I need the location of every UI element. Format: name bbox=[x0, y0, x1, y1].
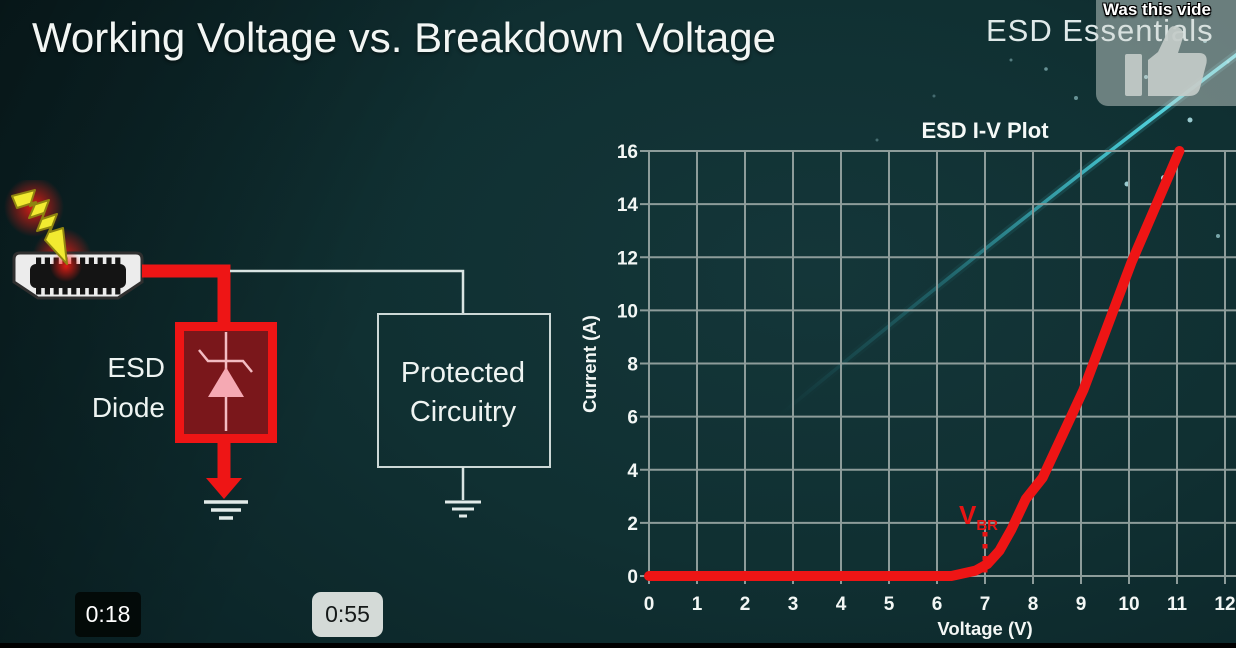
x-tick-label: 4 bbox=[836, 594, 847, 615]
y-axis-label: Current (A) bbox=[579, 315, 600, 413]
vbr-annotation-label: VBR bbox=[959, 500, 998, 534]
protected-circuitry-box bbox=[377, 313, 551, 468]
y-tick-label: 2 bbox=[627, 514, 638, 535]
iv-curve bbox=[644, 146, 1185, 581]
esd-protection-circuit-diagram: ESD Diode Protected Circuitry bbox=[4, 180, 551, 520]
timestamp-label: 0:18 bbox=[85, 601, 131, 627]
x-tick-label: 3 bbox=[788, 594, 799, 615]
like-prompt-text: Was this vide bbox=[1103, 0, 1212, 19]
thumbs-up-icon[interactable] bbox=[1120, 24, 1220, 102]
esd-strike-glow bbox=[50, 250, 82, 282]
x-tick-label: 8 bbox=[1028, 594, 1039, 615]
swoosh-line bbox=[778, 52, 1236, 417]
lightning-bolt-icon bbox=[11, 189, 68, 265]
x-tick-label: 1 bbox=[692, 594, 703, 615]
y-tick-label: 12 bbox=[617, 248, 638, 269]
signal-wire-red bbox=[142, 264, 231, 327]
ground-symbol-icon bbox=[445, 500, 481, 518]
timestamp-chip-light[interactable]: 0:55 bbox=[312, 592, 383, 637]
x-tick-label: 0 bbox=[644, 594, 655, 615]
x-tick-label: 2 bbox=[740, 594, 751, 615]
x-tick-label: 6 bbox=[932, 594, 943, 615]
ground-symbol-icon bbox=[204, 500, 248, 520]
esd-diode-label-line1: ESD bbox=[107, 352, 165, 383]
slide-title: Working Voltage vs. Breakdown Voltage bbox=[32, 14, 777, 61]
y-tick-label: 6 bbox=[627, 408, 638, 429]
protected-circuitry-label-line2: Circuitry bbox=[410, 396, 517, 428]
x-tick-label: 9 bbox=[1076, 594, 1087, 615]
x-tick-label: 12 bbox=[1214, 594, 1235, 615]
y-tick-label: 10 bbox=[617, 301, 638, 322]
chart-title: ESD I-V Plot bbox=[921, 118, 1049, 143]
signal-wire-thin bbox=[230, 269, 465, 314]
letterbox-bar bbox=[0, 643, 1236, 648]
x-tick-label: 10 bbox=[1118, 594, 1139, 615]
tvs-diode-symbol-icon bbox=[198, 332, 253, 431]
y-tick-label: 8 bbox=[627, 355, 638, 376]
x-tick-label: 11 bbox=[1167, 594, 1188, 615]
y-tick-label: 14 bbox=[617, 195, 639, 216]
arrow-down-icon bbox=[206, 478, 242, 499]
y-tick-label: 0 bbox=[627, 567, 638, 588]
timestamp-label: 0:55 bbox=[325, 601, 370, 627]
protected-circuitry-label-line1: Protected bbox=[401, 357, 525, 389]
x-tick-label: 5 bbox=[884, 594, 895, 615]
esd-diode-label-line2: Diode bbox=[92, 392, 165, 423]
x-axis-label: Voltage (V) bbox=[937, 618, 1032, 639]
timestamp-chip-dark[interactable]: 0:18 bbox=[75, 592, 141, 637]
y-tick-label: 4 bbox=[627, 461, 638, 482]
y-tick-label: 16 bbox=[617, 142, 638, 163]
x-tick-label: 7 bbox=[980, 594, 991, 615]
